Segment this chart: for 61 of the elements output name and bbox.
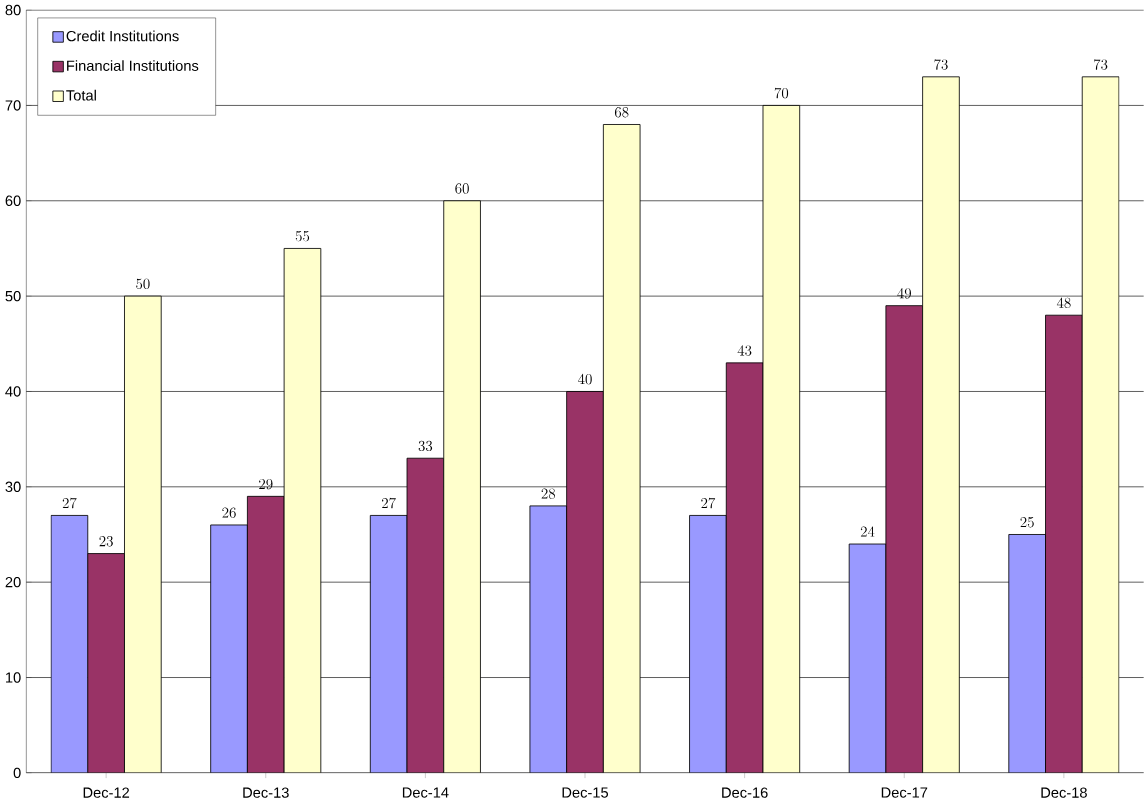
- data-label: 60: [455, 183, 469, 194]
- x-tick-label: Dec-17: [881, 787, 928, 798]
- x-tick-label: Dec-16: [722, 787, 768, 798]
- bar: [602, 124, 641, 774]
- data-label: 73: [934, 59, 948, 70]
- data-label: 29: [259, 479, 273, 490]
- bar: [1008, 534, 1046, 774]
- bar: [283, 248, 322, 774]
- y-tick-label: 20: [5, 577, 21, 588]
- bar: [689, 515, 727, 774]
- data-label: 26: [222, 507, 236, 518]
- data-label: 49: [897, 288, 911, 299]
- x-tick-label: Dec-15: [562, 787, 609, 798]
- y-tick-label: 80: [5, 5, 21, 16]
- bar: [50, 515, 89, 774]
- x-tick-label: Dec-12: [83, 787, 130, 798]
- data-label: 27: [62, 497, 77, 509]
- bar: [124, 295, 162, 774]
- bar: [885, 305, 923, 774]
- bar: [849, 544, 886, 774]
- bar: [210, 524, 248, 774]
- data-label: 55: [295, 231, 310, 242]
- y-tick-label: 0: [13, 767, 21, 779]
- y-tick-label: 30: [5, 481, 21, 493]
- bar: [1081, 76, 1120, 774]
- y-tick-label: 40: [5, 386, 21, 397]
- bar: [922, 76, 960, 774]
- data-label: 27: [382, 497, 396, 509]
- data-label: 73: [1094, 59, 1108, 70]
- bar: [246, 496, 285, 774]
- bar: [1045, 314, 1083, 774]
- y-tick-label: 70: [5, 100, 21, 111]
- y-tick-label: 50: [5, 291, 21, 302]
- data-label: 50: [136, 278, 150, 290]
- bar: [406, 457, 445, 774]
- x-tick-label: Dec-13: [243, 787, 289, 798]
- bar: [443, 200, 481, 774]
- data-label: 43: [737, 345, 752, 356]
- bar: [529, 505, 568, 774]
- x-tick-label: Dec-14: [402, 787, 449, 798]
- data-label: 23: [99, 536, 113, 547]
- data-label: 25: [1020, 517, 1034, 528]
- data-label: 40: [578, 374, 592, 385]
- data-label: 24: [860, 526, 875, 537]
- y-tick-label: 60: [5, 195, 21, 207]
- legend-label: Credit Institutions: [66, 30, 179, 42]
- bar: [369, 515, 408, 774]
- legend-label: Financial Institutions: [67, 60, 199, 72]
- bar: [762, 105, 801, 774]
- data-label: 33: [418, 440, 433, 452]
- legend-label: Total: [66, 89, 96, 101]
- data-label: 70: [774, 87, 789, 99]
- data-label: 28: [541, 488, 556, 499]
- x-tick-label: Dec-18: [1041, 787, 1087, 798]
- data-label: 68: [614, 107, 629, 118]
- bar: [87, 553, 125, 774]
- bar: [725, 362, 764, 774]
- data-label: 27: [701, 497, 716, 509]
- data-label: 48: [1056, 297, 1071, 309]
- y-tick-label: 10: [6, 672, 21, 683]
- bar: [566, 391, 604, 774]
